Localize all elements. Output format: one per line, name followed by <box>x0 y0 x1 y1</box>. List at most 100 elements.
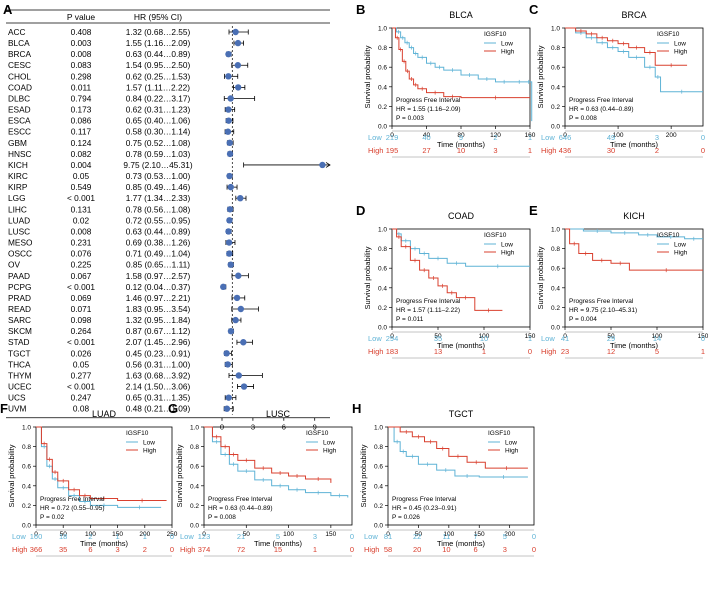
forest-point <box>235 372 242 379</box>
risk-table-high-value: 195 <box>386 146 399 155</box>
risk-table-low-value: 41 <box>561 334 569 343</box>
forest-point <box>225 228 232 235</box>
km-panel-blca: B BLCA 0.0 0.2 0.4 0.6 0.8 1.0 Survival probabil… <box>356 2 536 158</box>
km-x-tick-label: 0 <box>202 531 206 538</box>
forest-row-cancer: UVM <box>8 404 27 414</box>
risk-table-low-value: 0 <box>701 334 705 343</box>
forest-row-cancer: STAD <box>8 337 30 347</box>
risk-table-low-value: 160 <box>30 532 43 541</box>
km-x-tick-label: 40 <box>423 132 431 139</box>
forest-row-cancer: KIRP <box>8 182 28 192</box>
km-title: LUAD <box>92 409 117 419</box>
risk-table-low-value: 22 <box>413 532 421 541</box>
risk-table-high-value: 3 <box>493 146 497 155</box>
forest-row-cancer: KICH <box>8 160 28 170</box>
risk-table-high-value: 23 <box>561 347 569 356</box>
km-interval-label: Progress Free Interval <box>392 496 457 503</box>
risk-table-low-value: 3 <box>313 532 317 541</box>
km-y-tick-label: 0.4 <box>374 483 383 490</box>
km-y-tick-label: 0.6 <box>551 266 560 273</box>
forest-point <box>319 161 326 169</box>
km-y-tick-label: 0.4 <box>378 84 387 91</box>
forest-point <box>223 350 230 357</box>
forest-point <box>225 239 233 246</box>
risk-table-low-label: Low <box>368 133 382 142</box>
km-y-tick-label: 0.6 <box>190 464 199 471</box>
forest-point <box>227 327 235 335</box>
forest-row-pvalue: 0.124 <box>71 138 92 148</box>
forest-row-cancer: THCA <box>8 359 31 369</box>
risk-table-high-label: High <box>368 347 383 356</box>
risk-table-low-value: 0 <box>170 532 174 541</box>
forest-ci-arrow <box>325 162 331 168</box>
risk-table-low-value: 14 <box>653 334 661 343</box>
forest-row-pvalue: 0.794 <box>71 93 92 103</box>
km-plot-frame <box>391 228 531 328</box>
km-interval-label: Progress Free Interval <box>396 97 461 104</box>
forest-point <box>234 62 242 69</box>
forest-row-hr-text: 9.75 (2.10…45.31) <box>123 160 192 170</box>
forest-row-cancer: OSCC <box>8 249 32 259</box>
forest-point <box>237 305 245 313</box>
km-y-tick-label: 0.4 <box>551 285 560 292</box>
forest-row-pvalue: 0.264 <box>71 326 92 336</box>
km-curve-high <box>565 228 703 271</box>
km-y-tick-label: 0.8 <box>551 45 560 52</box>
forest-row-hr-text: 0.58 (0.30…1.14) <box>126 127 191 137</box>
risk-table-low-value: 123 <box>198 532 211 541</box>
km-x-tick-label: 250 <box>167 531 178 538</box>
risk-table-low-value: 2 <box>493 133 497 142</box>
risk-table-high-label: High <box>364 545 379 554</box>
forest-row-pvalue: 0.08 <box>73 404 90 414</box>
risk-table-low-value: 18 <box>59 532 67 541</box>
forest-row-cancer: LUSC <box>8 226 30 236</box>
km-legend-high: High <box>501 250 515 257</box>
km-plot-frame <box>203 426 353 526</box>
km-legend-low: Low <box>143 440 155 447</box>
km-legend-low: Low <box>505 440 517 447</box>
km-panel-tgct: H TGCT 0.0 0.2 0.4 0.6 0.8 1.0 Survival probabil… <box>352 401 536 557</box>
forest-row-pvalue: 0.247 <box>71 393 92 403</box>
forest-point <box>225 50 232 58</box>
km-p-label: P = 0.011 <box>396 316 424 323</box>
risk-table-high-value: 72 <box>237 545 245 554</box>
km-title: KICH <box>623 211 645 221</box>
risk-table-high-label: High <box>180 545 195 554</box>
km-interval-label: Progress Free Interval <box>40 496 105 503</box>
km-legend-low: Low <box>323 440 335 447</box>
km-panel-brca: C BRCA 0.0 0.2 0.4 0.6 0.8 1.0 Survival probabil… <box>529 2 705 158</box>
forest-point <box>227 95 234 102</box>
forest-row-pvalue: 0.076 <box>71 249 92 259</box>
km-x-tick-label: 100 <box>443 531 454 538</box>
forest-row-pvalue: 0.02 <box>73 215 90 225</box>
forest-row-cancer: DLBC <box>8 93 30 103</box>
km-legend-high: High <box>143 448 157 455</box>
forest-row-pvalue: 0.086 <box>71 116 92 126</box>
km-y-tick-label: 0.6 <box>22 464 31 471</box>
forest-point <box>225 117 232 124</box>
forest-row-pvalue: 0.003 <box>71 38 92 48</box>
km-legend-low: Low <box>501 41 513 48</box>
km-y-tick-label: 0.2 <box>374 503 383 510</box>
forest-point <box>225 394 232 401</box>
forest-row-pvalue: 0.071 <box>71 304 92 314</box>
risk-table-low-value: 40 <box>422 133 430 142</box>
forest-row-cancer: LIHC <box>8 204 27 214</box>
km-y-tick-label: 0.0 <box>190 523 199 530</box>
km-y-tick-label: 1.0 <box>22 425 31 432</box>
forest-row-hr-text: 0.85 (0.65…1.11) <box>126 260 190 270</box>
forest-row-hr-text: 0.63 (0.44…0.89) <box>126 226 191 236</box>
forest-row-hr-text: 0.63 (0.44…0.89) <box>126 49 191 59</box>
km-x-tick-label: 50 <box>607 333 615 340</box>
risk-table-high-value: 15 <box>274 545 282 554</box>
panel-label: G <box>168 401 178 416</box>
forest-point <box>226 150 234 158</box>
km-legend-low: Low <box>674 242 686 249</box>
risk-table-low-value: 5 <box>503 532 507 541</box>
km-interval-label: Progress Free Interval <box>208 496 273 503</box>
forest-point <box>226 172 233 180</box>
km-x-tick-label: 150 <box>698 333 708 340</box>
forest-row-pvalue: 0.067 <box>71 271 92 281</box>
km-title: COAD <box>448 211 475 221</box>
forest-point <box>235 272 242 279</box>
